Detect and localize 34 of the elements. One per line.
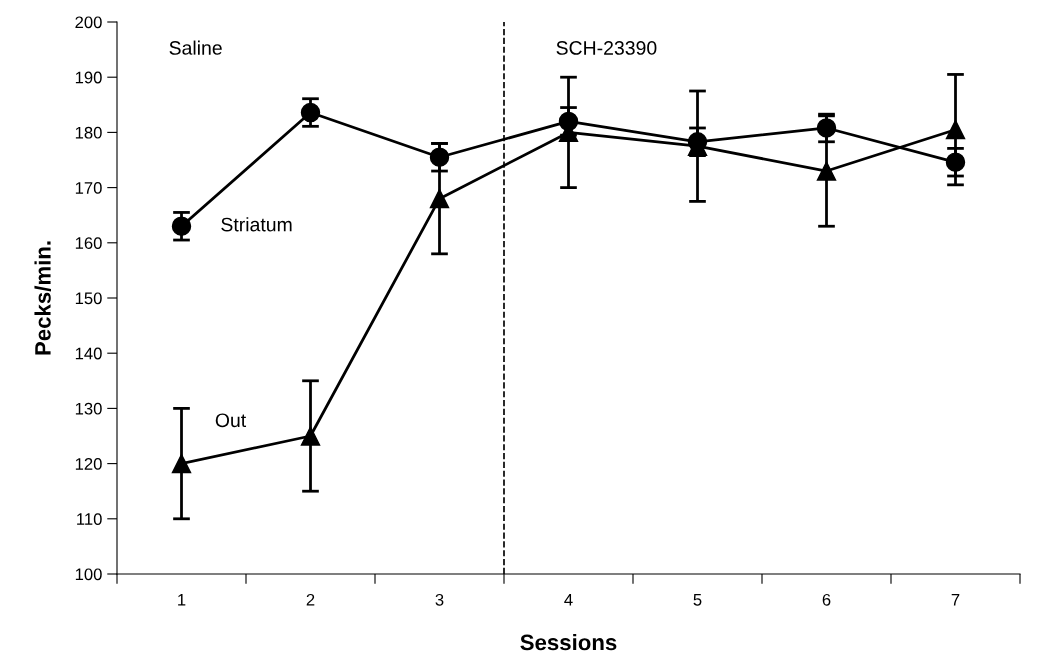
x-tick-label: 7 — [951, 594, 960, 606]
point — [816, 118, 837, 138]
point — [300, 102, 321, 123]
y-tick-label: 100 — [75, 568, 102, 581]
point — [945, 119, 966, 140]
point — [816, 161, 837, 181]
y-axis-title: Pecks/min. — [34, 241, 51, 355]
point — [945, 152, 966, 172]
x-axis-title: Sessions — [520, 633, 617, 651]
y-tick-label: 180 — [75, 126, 102, 139]
annotation: SCH-23390 — [556, 41, 657, 55]
y-tick-label: 130 — [75, 402, 102, 415]
x-tick-label: 2 — [306, 593, 315, 606]
y-tick-label: 150 — [75, 292, 102, 305]
point — [171, 453, 192, 474]
y-tick-label: 170 — [75, 182, 102, 194]
y-tick-label: 200 — [75, 16, 102, 29]
y-tick-label: 110 — [77, 513, 102, 525]
point — [300, 426, 321, 446]
x-tick-label: 5 — [693, 594, 702, 606]
x-tick-label: 4 — [564, 594, 573, 606]
point — [429, 188, 450, 209]
y-tick-label: 160 — [75, 237, 102, 249]
x-tick-label: 6 — [822, 593, 831, 606]
x-tick-label: 1 — [178, 594, 186, 606]
series-label: Out — [215, 413, 247, 428]
point — [171, 216, 192, 236]
y-tick-label: 140 — [75, 347, 102, 360]
annotation: Saline — [169, 40, 222, 55]
series-label: Striatum — [221, 217, 292, 232]
y-tick-label: 120 — [75, 458, 102, 470]
x-tick-label: 3 — [435, 593, 444, 606]
y-tick-label: 190 — [75, 71, 102, 84]
point — [429, 147, 450, 167]
